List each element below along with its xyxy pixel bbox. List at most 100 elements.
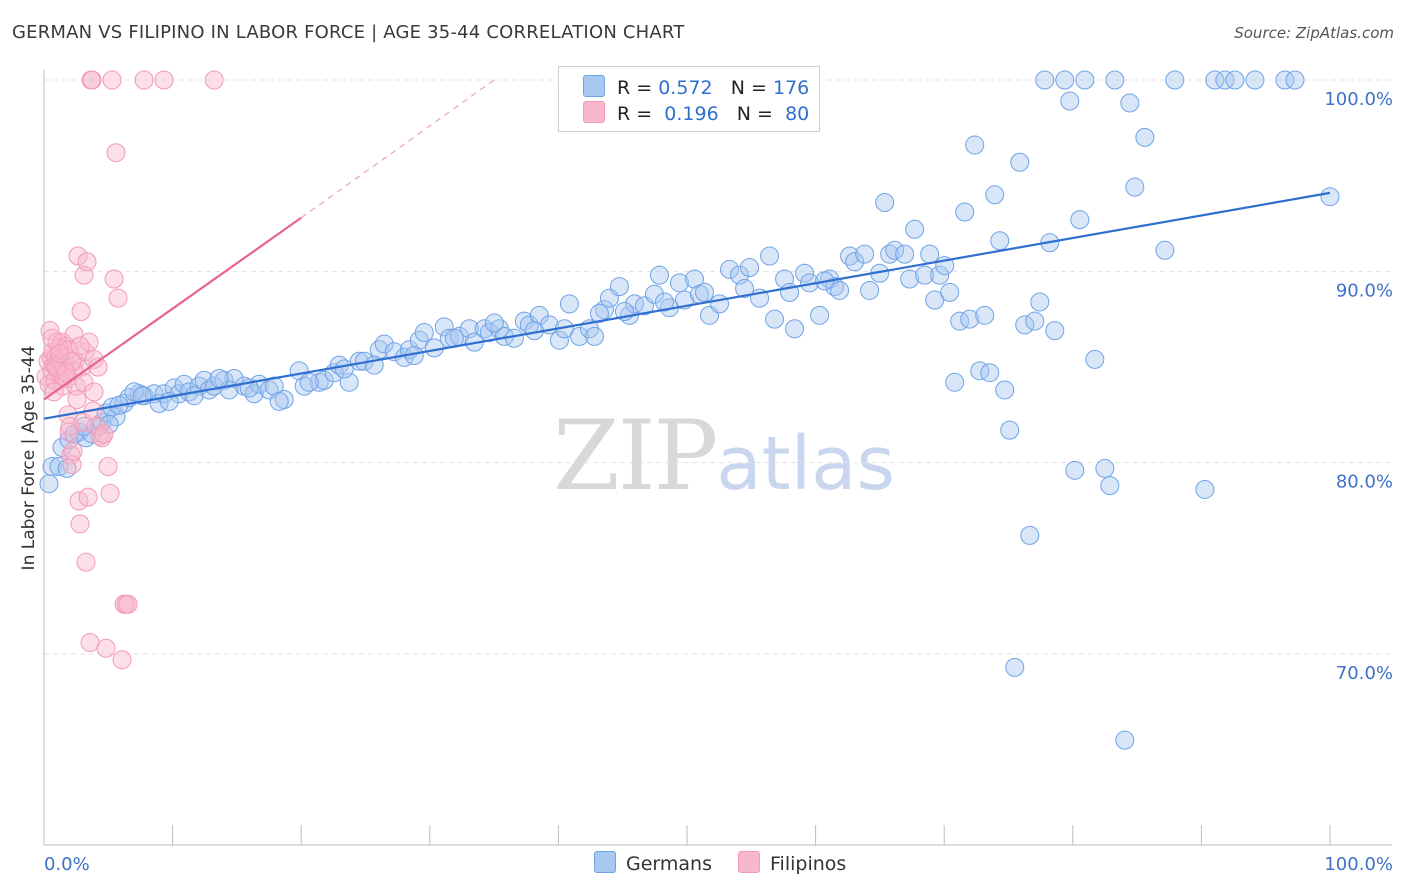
german-point	[1070, 210, 1090, 230]
german-point	[960, 309, 980, 329]
german-point	[1125, 177, 1145, 197]
filipinos-points	[36, 70, 224, 670]
german-point	[1245, 70, 1265, 90]
german-point	[589, 303, 609, 323]
legend-r-value: 0.196	[664, 103, 719, 125]
german-point	[905, 219, 925, 239]
german-point	[559, 294, 579, 314]
legend-r-value: 0.572	[658, 77, 713, 99]
legend-row-filipinos: R = 0.196 N = 80	[583, 101, 809, 127]
german-point	[1120, 93, 1140, 113]
watermark-zip: ZIP	[553, 400, 718, 512]
german-point	[1165, 70, 1185, 90]
german-point	[1225, 70, 1245, 90]
german-point	[1105, 70, 1125, 90]
filipino-point	[56, 363, 76, 383]
german-point	[885, 240, 905, 260]
german-point	[1045, 321, 1065, 341]
legend-n-value: 176	[772, 77, 810, 99]
german-point	[1095, 458, 1115, 478]
german-point	[740, 258, 760, 278]
filipino-point	[71, 302, 91, 322]
filipinos-trend-line	[43, 216, 302, 401]
german-point	[1000, 420, 1020, 440]
filipino-point	[67, 390, 87, 410]
german-point	[710, 294, 730, 314]
german-point	[945, 372, 965, 392]
german-point	[1020, 525, 1040, 545]
german-point	[549, 330, 569, 350]
german-point	[484, 313, 504, 333]
german-point	[569, 326, 589, 346]
german-point	[1195, 479, 1215, 499]
german-point	[1215, 70, 1235, 90]
german-point	[970, 361, 990, 381]
germans-label: Germans	[626, 853, 712, 875]
german-point	[990, 231, 1010, 251]
german-point	[950, 311, 970, 331]
german-point	[269, 391, 289, 411]
german-point	[1035, 70, 1055, 90]
y-tick-label: 70.0%	[1336, 663, 1393, 684]
german-point	[920, 244, 940, 264]
filipino-point	[134, 70, 154, 90]
german-point	[845, 252, 865, 272]
german-point	[669, 273, 689, 293]
german-point	[840, 246, 860, 266]
german-point	[584, 326, 604, 346]
german-point	[760, 246, 780, 266]
filipino-point	[94, 424, 114, 444]
german-point	[900, 269, 920, 289]
german-point	[654, 292, 674, 312]
german-point	[609, 277, 629, 297]
german-point	[1065, 460, 1085, 480]
german-point	[930, 265, 950, 285]
german-point	[294, 376, 314, 396]
german-point	[955, 202, 975, 222]
filipino-point	[42, 328, 62, 348]
german-point	[1285, 70, 1305, 90]
german-point	[59, 430, 79, 450]
series-legend-germans: Germans	[594, 851, 712, 875]
germans-swatch	[594, 851, 616, 873]
filipino-point	[102, 70, 122, 90]
germans-points	[39, 70, 1340, 750]
german-point	[474, 319, 494, 339]
filipino-point	[82, 70, 102, 90]
german-point	[925, 290, 945, 310]
filipino-point	[70, 514, 90, 534]
german-point	[810, 305, 830, 325]
german-point	[765, 309, 785, 329]
german-point	[915, 265, 935, 285]
filipino-point	[59, 422, 79, 442]
german-point	[244, 384, 264, 404]
german-point	[624, 294, 644, 314]
filipino-point	[64, 324, 84, 344]
filipinos-label: Filipinos	[770, 853, 847, 875]
legend-row-germans: R = 0.572 N = 176	[583, 75, 809, 101]
filipinos-trend-extension	[300, 79, 495, 219]
filipino-point	[112, 650, 132, 670]
filipino-point	[86, 416, 106, 436]
german-point	[795, 263, 815, 283]
filipino-point	[104, 269, 124, 289]
y-axis-label: In Labor Force | Age 35-44	[19, 346, 39, 571]
filipino-point	[70, 336, 90, 356]
german-point	[855, 244, 875, 264]
german-point	[314, 370, 334, 390]
german-point	[825, 277, 845, 297]
watermark: ZIPatlas	[553, 400, 895, 512]
filipino-point	[106, 143, 126, 163]
german-point	[1015, 315, 1035, 335]
german-point	[39, 474, 59, 494]
y-tick-label: 90.0%	[1336, 280, 1393, 301]
stats-legend: R = 0.572 N = 176 R = 0.196 N = 80	[558, 66, 820, 132]
legend-r-label: R =	[617, 77, 653, 99]
filipino-point	[154, 70, 174, 90]
german-point	[995, 380, 1015, 400]
filipino-point	[62, 351, 82, 371]
german-point	[184, 386, 204, 406]
german-point	[785, 319, 805, 339]
filipino-point	[40, 321, 60, 341]
